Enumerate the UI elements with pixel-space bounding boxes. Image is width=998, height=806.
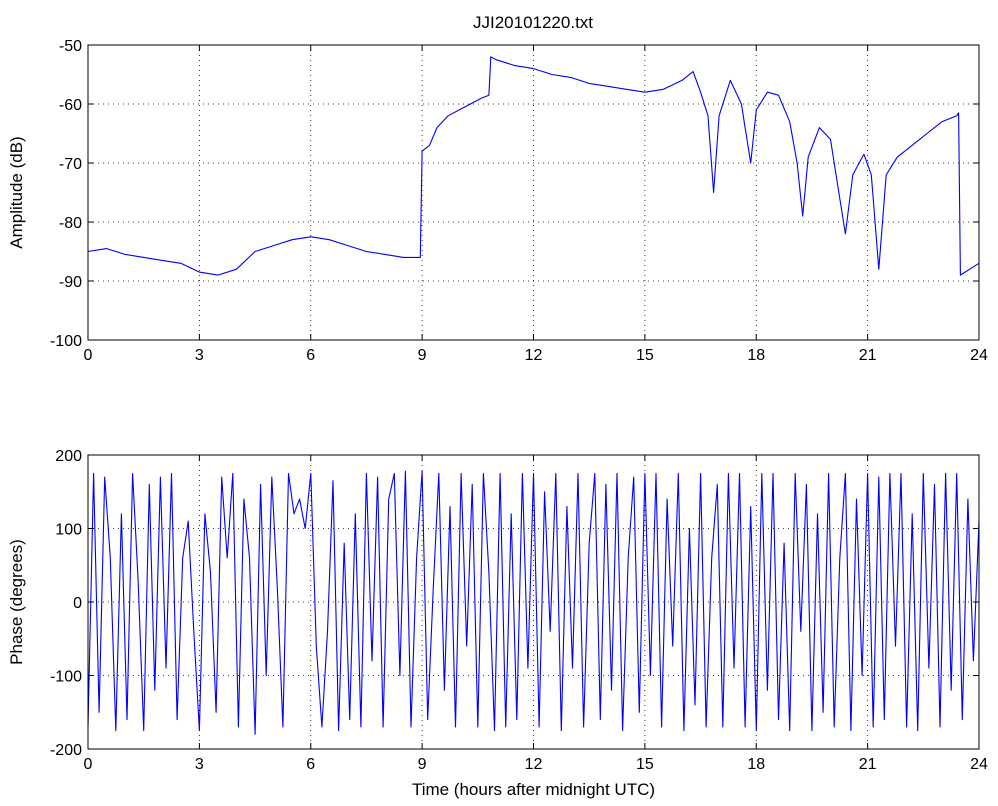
x-tick-label: 24 bbox=[970, 347, 988, 364]
x-tick-label: 9 bbox=[418, 756, 427, 773]
y-tick-label: -100 bbox=[50, 669, 82, 686]
y-tick-label: -100 bbox=[50, 333, 82, 350]
x-tick-label: 0 bbox=[84, 347, 93, 364]
x-axis-label: Time (hours after midnight UTC) bbox=[412, 780, 655, 799]
y-tick-label: -50 bbox=[59, 38, 82, 55]
series-line-0 bbox=[87, 470, 980, 735]
x-tick-label: 24 bbox=[970, 756, 988, 773]
y-axis-label: Phase (degrees) bbox=[7, 539, 26, 665]
x-tick-label: 3 bbox=[195, 347, 204, 364]
figure-title: JJI20101220.txt bbox=[473, 13, 593, 32]
y-axis-label: Amplitude (dB) bbox=[7, 136, 26, 248]
y-tick-label: -90 bbox=[59, 274, 82, 291]
y-tick-label: 200 bbox=[55, 448, 82, 465]
x-tick-label: 0 bbox=[84, 756, 93, 773]
x-tick-label: 6 bbox=[306, 756, 315, 773]
x-tick-label: 15 bbox=[636, 756, 654, 773]
y-tick-label: 100 bbox=[55, 522, 82, 539]
x-tick-label: 12 bbox=[525, 756, 543, 773]
x-tick-label: 15 bbox=[636, 347, 654, 364]
y-tick-label: -60 bbox=[59, 97, 82, 114]
y-tick-label: -80 bbox=[59, 215, 82, 232]
phase-panel: 0 3 6 9 12 15 18 21 24 -200 -100 0 100 200 Phase (degr… bbox=[7, 448, 988, 799]
x-tick-label: 12 bbox=[525, 347, 543, 364]
y-tick-label: -200 bbox=[50, 742, 82, 759]
y-tick-label: -70 bbox=[59, 156, 82, 173]
amplitude-panel: 0 3 6 9 12 15 18 21 24 -100 -90 -80 -70 -60 -50 Amplitu… bbox=[7, 38, 988, 364]
x-tick-label: 3 bbox=[195, 756, 204, 773]
x-tick-label: 6 bbox=[306, 347, 315, 364]
x-tick-label: 18 bbox=[747, 756, 765, 773]
x-tick-label: 18 bbox=[747, 347, 765, 364]
series-line-0 bbox=[87, 56, 980, 276]
x-tick-label: 9 bbox=[418, 347, 427, 364]
x-tick-label: 21 bbox=[859, 347, 877, 364]
y-tick-label: 0 bbox=[73, 595, 82, 612]
x-tick-label: 21 bbox=[859, 756, 877, 773]
